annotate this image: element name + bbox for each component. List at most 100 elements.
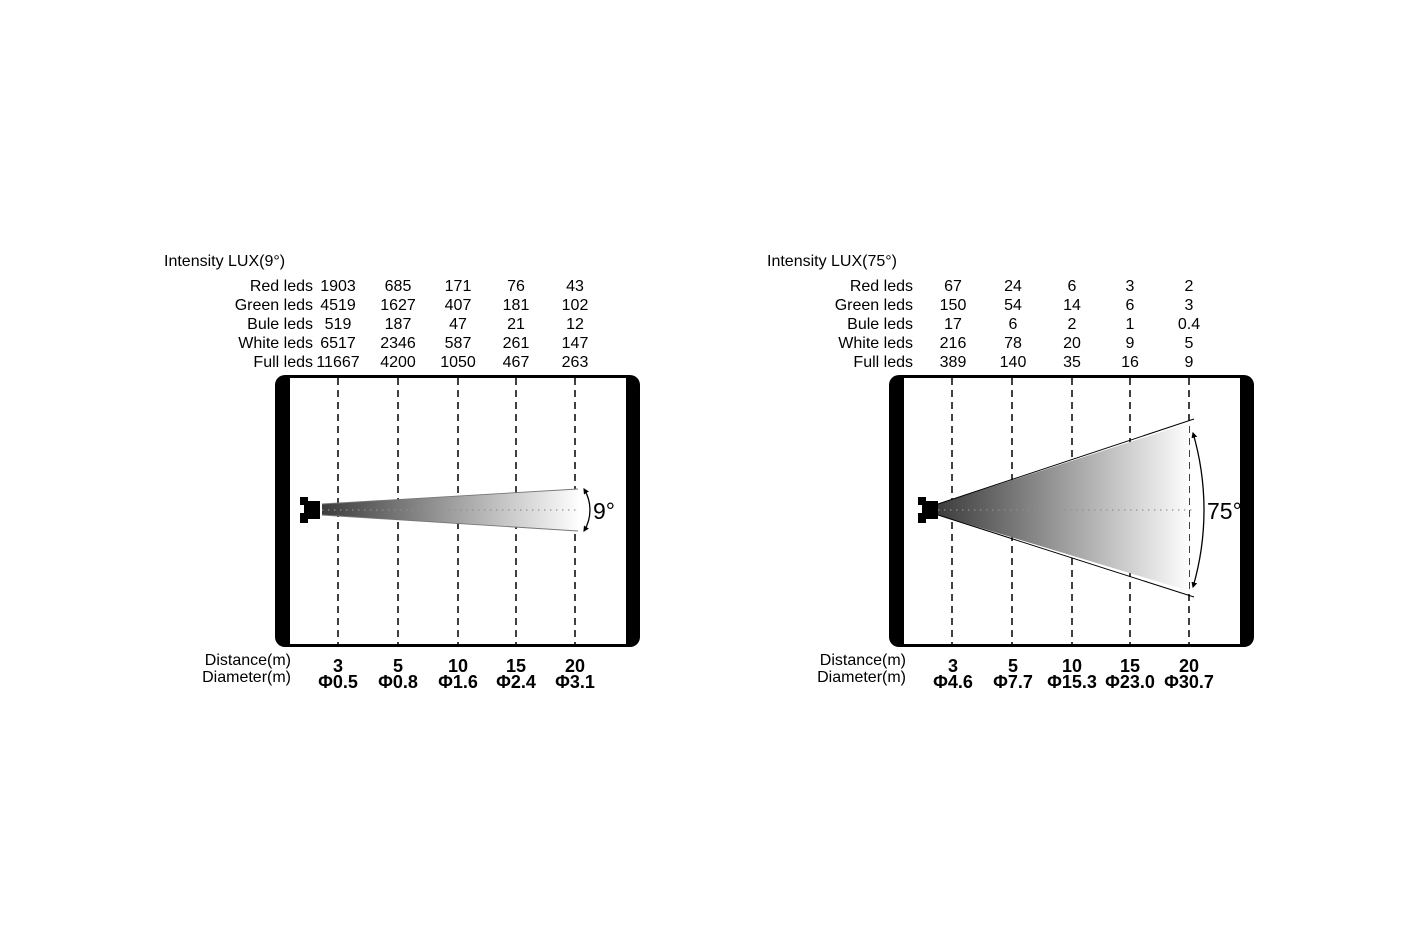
diameter-value: Φ23.0 [1105,672,1155,692]
diameter-value: Φ7.7 [993,672,1033,692]
lux-value: 76 [507,278,525,295]
lux-value: 389 [939,354,967,371]
led-row-label: Full leds [253,354,313,371]
led-row-label: Full leds [853,354,913,371]
diameter-value: Φ2.4 [496,672,536,692]
lux-value: 407 [444,297,472,314]
lux-value: 2346 [380,335,416,352]
lux-value: 519 [324,316,352,333]
lux-value: 4200 [380,354,416,371]
lux-value: 14 [1063,297,1081,314]
lux-value: 11667 [316,354,360,371]
lux-value: 1 [1125,316,1135,333]
distance-value: 5 [1007,656,1018,676]
lux-value: 17 [944,316,962,333]
lux-value: 1050 [440,354,476,371]
angle-arc [1191,431,1205,589]
angle-arc [583,488,591,532]
lux-value: 6517 [320,335,356,352]
distance-value: 20 [564,656,586,676]
lux-value: 3 [1184,297,1194,314]
distance-value: 15 [505,656,527,676]
distance-value: 3 [947,656,958,676]
distance-value: 10 [1061,656,1083,676]
lux-value: 9 [1184,354,1194,371]
lux-value: 4519 [320,297,356,314]
lux-value: 2 [1184,278,1194,295]
distance-value: 20 [1178,656,1200,676]
lux-value: 24 [1004,278,1022,295]
lux-value: 685 [384,278,412,295]
lux-value: 0.4 [1177,316,1201,333]
lux-value: 263 [561,354,589,371]
lux-value: 147 [561,335,589,352]
led-row-label: White leds [838,335,913,352]
lux-value: 102 [561,297,589,314]
lux-value: 6 [1008,316,1018,333]
diameter-axis-label: Diameter(m) [817,669,906,686]
lux-value: 140 [999,354,1027,371]
diameter-value: Φ0.8 [378,672,418,692]
beam-diagram-75deg [918,378,1205,644]
diameter-value: Φ0.5 [318,672,358,692]
distance-value: 15 [1119,656,1141,676]
led-row-label: Green leds [234,297,313,314]
led-row-label: Bule leds [247,316,313,333]
beam-edge-bottom [937,514,1195,598]
distance-value: 5 [392,656,403,676]
lux-value: 171 [444,278,472,295]
lux-value: 6 [1067,278,1077,295]
light-fixture-icon [300,497,320,523]
lux-value: 16 [1121,354,1139,371]
diameter-value: Φ1.6 [438,672,478,692]
led-row-label: White leds [238,335,313,352]
lux-value: 78 [1004,335,1022,352]
diameter-value: Φ15.3 [1047,672,1097,692]
beam-edge-top [321,488,579,505]
lux-value: 6 [1125,297,1135,314]
lux-value: 2 [1067,316,1077,333]
panel-title: Intensity LUX(9°) [164,253,286,270]
lux-value: 47 [449,316,467,333]
lux-value: 150 [939,297,967,314]
lux-value: 21 [507,316,525,333]
lux-value: 3 [1125,278,1135,295]
diameter-axis-label: Diameter(m) [202,669,291,686]
beam-edge-bottom [321,514,579,532]
lux-value: 216 [939,335,967,352]
lux-value: 187 [384,316,412,333]
light-fixture-icon [918,497,938,523]
led-row-label: Green leds [834,297,913,314]
beam-cone [938,423,1189,591]
lux-value: 181 [502,297,530,314]
lux-value: 20 [1063,335,1081,352]
diameter-value: Φ30.7 [1164,672,1214,692]
diameter-value: Φ3.1 [555,672,595,692]
lux-value: 1903 [320,278,356,295]
lux-value: 43 [566,278,584,295]
distance-axis-label: Distance(m) [204,652,291,669]
distance-axis-label: Distance(m) [819,652,906,669]
beam-angle-label: 9° [593,498,615,524]
beam-angle-label: 75° [1207,498,1242,524]
lux-value: 5 [1184,335,1194,352]
lux-value: 35 [1063,354,1081,371]
lux-value: 467 [502,354,530,371]
panel-title: Intensity LUX(75°) [767,253,898,270]
lux-value: 54 [1004,297,1022,314]
beam-diagram-9deg [300,378,591,644]
beam-cone [322,489,578,531]
beam-edge-top [937,418,1195,505]
lux-value: 1627 [380,297,416,314]
lux-value: 261 [502,335,530,352]
diameter-value: Φ4.6 [933,672,973,692]
distance-value: 10 [447,656,469,676]
led-row-label: Red leds [249,278,313,295]
lux-value: 9 [1125,335,1135,352]
lux-value: 67 [944,278,962,295]
led-row-label: Red leds [849,278,913,295]
lux-value: 12 [566,316,584,333]
